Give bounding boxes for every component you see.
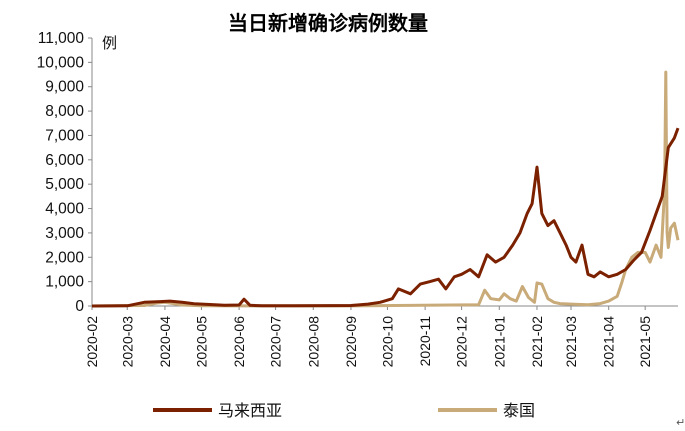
y-tick-label: 11,000 xyxy=(38,30,85,47)
series-lines xyxy=(91,70,680,308)
legend: 马来西亚 泰国 xyxy=(153,401,535,420)
y-tick-label: 0 xyxy=(75,298,84,315)
x-tick-label: 2020-02 xyxy=(84,316,100,368)
x-tick-label: 2021-02 xyxy=(529,316,545,368)
x-tick-label: 2020-11 xyxy=(417,316,433,367)
legend-label-thailand: 泰国 xyxy=(503,401,535,420)
legend-label-malaysia: 马来西亚 xyxy=(218,401,282,420)
series-line-malaysia xyxy=(91,127,680,308)
x-tick-label: 2020-08 xyxy=(305,316,321,368)
series-line-thailand xyxy=(91,70,680,308)
x-tick-label: 2020-12 xyxy=(454,316,470,368)
x-tick-label: 2020-04 xyxy=(157,316,173,368)
y-tick-label: 10,000 xyxy=(37,54,85,71)
x-tick-label: 2020-10 xyxy=(379,316,395,368)
y-tick-label: 1,000 xyxy=(45,274,84,291)
y-tick-label: 8,000 xyxy=(45,103,84,120)
x-tick-label: 2020-09 xyxy=(343,316,359,368)
y-tick-label: 3,000 xyxy=(45,225,84,242)
y-tick-labels: 0 1,000 2,000 3,000 4,000 5,000 6,000 7,000 8,00… xyxy=(37,30,92,315)
y-tick-label: 4,000 xyxy=(45,201,84,218)
y-axis-unit: 例 xyxy=(102,34,117,52)
x-tick-label: 2021-01 xyxy=(491,316,507,368)
y-tick-label: 5,000 xyxy=(45,176,84,193)
x-tick-label: 2020-03 xyxy=(119,316,135,368)
x-tick-label: 2020-05 xyxy=(193,316,209,368)
y-tick-label: 6,000 xyxy=(45,152,84,169)
chart-title: 当日新增确诊病例数量 xyxy=(228,11,428,35)
x-tick-label: 2020-07 xyxy=(268,316,284,368)
x-tick-labels: 2020-02 2020-03 2020-04 2020-05 2020-06 2020-… xyxy=(84,306,653,367)
y-tick-label: 2,000 xyxy=(45,249,84,266)
x-tick-label: 2021-05 xyxy=(637,316,653,368)
x-tick-label: 2021-04 xyxy=(601,316,617,368)
x-tick-label: 2021-03 xyxy=(563,316,579,368)
return-mark-icon: ↵ xyxy=(676,416,685,429)
x-tick-label: 2020-06 xyxy=(231,316,247,368)
y-tick-label: 7,000 xyxy=(45,127,84,144)
y-tick-label: 9,000 xyxy=(45,79,84,96)
